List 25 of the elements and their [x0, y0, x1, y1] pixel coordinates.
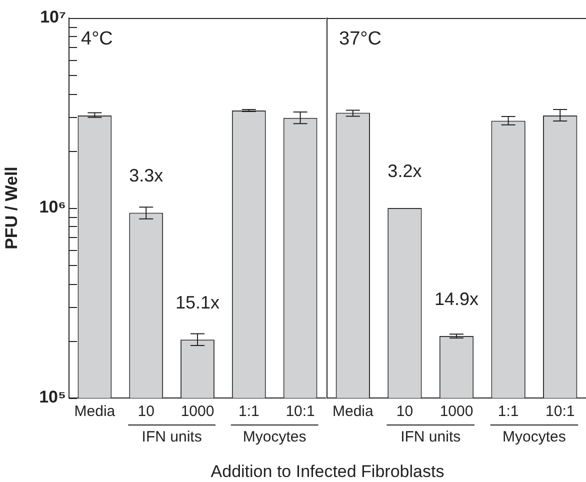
x-tick-label: Media [332, 403, 374, 420]
x-axis-title: Addition to Infected Fibroblasts [210, 462, 446, 482]
y-tick-label: 10⁵ [39, 388, 66, 407]
x-tick-label: 10:1 [286, 403, 315, 420]
text: IFN units [400, 428, 461, 446]
text: 37°C [339, 28, 382, 50]
annotation: 3.2x [388, 160, 422, 181]
annotation: 3.3x [129, 166, 164, 186]
text: Myocytes [502, 428, 566, 446]
y-tick-label: 10⁶ [39, 198, 66, 217]
annotation: 15.1x [175, 292, 220, 313]
text: IFN units [142, 428, 202, 446]
y-tick-label: 10⁷ [40, 8, 66, 27]
annotation: 14.9x [434, 288, 479, 309]
x-tick-label: 10:1 [546, 403, 575, 420]
text: Myocytes [242, 428, 306, 446]
x-tick-label: 10 [138, 403, 154, 420]
y-axis-title: PFU / Well [2, 166, 21, 250]
x-tick-label: 1000 [440, 403, 474, 420]
x-tick-label: 1000 [180, 403, 214, 420]
text: 4°C [81, 28, 113, 50]
x-tick-label: 10 [396, 403, 414, 420]
x-tick-label: 1:1 [238, 403, 260, 420]
x-tick-label: 1:1 [498, 403, 519, 420]
x-tick-label: Media [74, 403, 116, 420]
